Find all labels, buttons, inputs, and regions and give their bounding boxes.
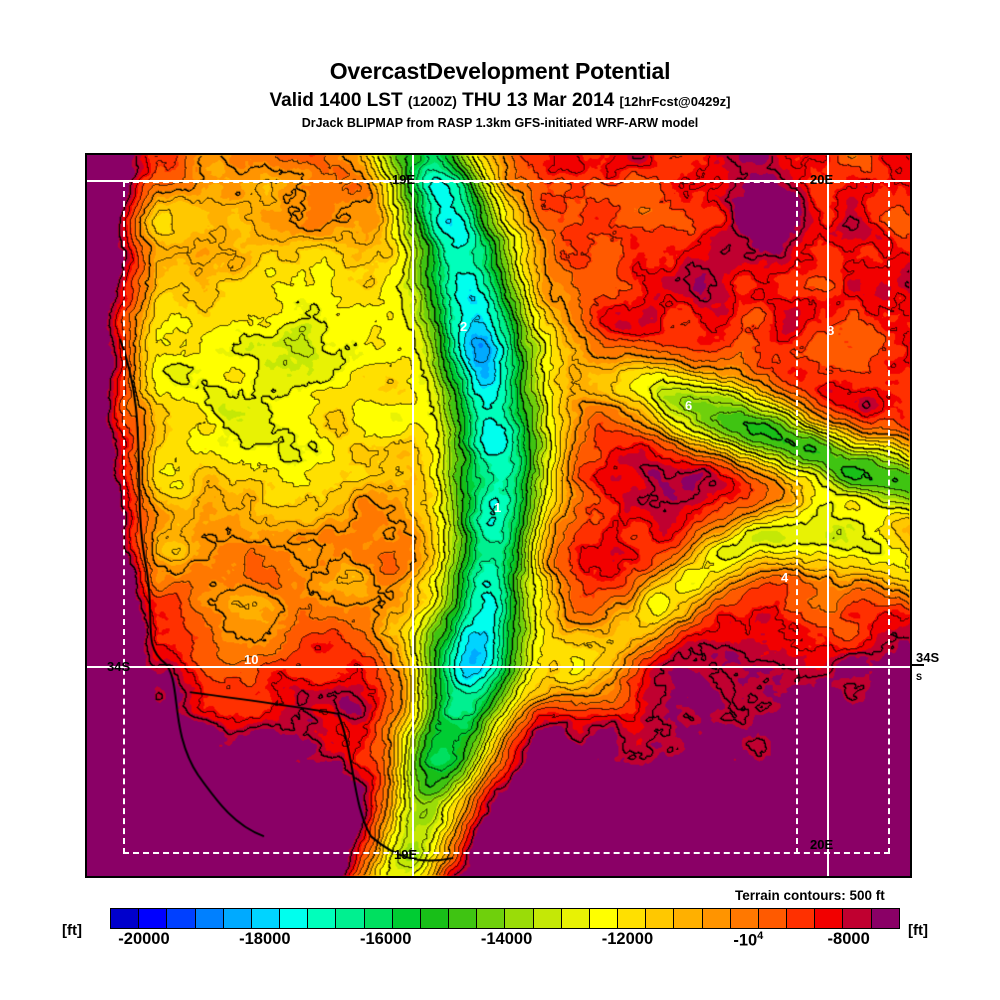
colorbar-units-left: [ft] [62, 922, 82, 939]
colorbar-cell-11 [420, 909, 450, 928]
label-lat-34s-right: 34S [916, 650, 940, 665]
colorbar-tick-4: -12000 [601, 930, 654, 948]
colorbar-cell-18 [618, 909, 647, 928]
colorbar-cell-10 [392, 909, 421, 928]
colorbar-cell-2 [167, 909, 196, 928]
colorbar-cell-22 [730, 909, 759, 928]
colorbar-tick-3: -14000 [480, 930, 533, 948]
colorbar-cell-1 [139, 909, 168, 928]
colorbar-cell-19 [646, 909, 675, 928]
colorbar-cell-16 [561, 909, 590, 928]
colorbar[interactable] [110, 908, 900, 929]
valid-time-utc: (1200Z) [407, 93, 457, 109]
valid-date: THU 13 Mar 2014 [462, 90, 615, 111]
forecast-tag: [12hrFcst@0429z] [619, 94, 731, 109]
colorbar-cell-15 [533, 909, 562, 928]
colorbar-tick-1: -18000 [239, 930, 291, 948]
colorbar-cell-0 [111, 909, 140, 928]
colorbar-cell-12 [449, 909, 478, 928]
colorbar-cell-24 [787, 909, 816, 928]
colorbar-cell-6 [280, 909, 309, 928]
colorbar-cell-4 [223, 909, 252, 928]
colorbar-cell-8 [336, 909, 365, 928]
colorbar-cell-26 [843, 909, 872, 928]
colorbar-cell-23 [758, 909, 788, 928]
lat-tick-right [912, 664, 924, 666]
colorbar-cell-13 [477, 909, 506, 928]
colorbar-cell-5 [251, 909, 281, 928]
colorbar-cell-7 [308, 909, 337, 928]
colorbar-cell-21 [702, 909, 731, 928]
colorbar-tick-0: -20000 [118, 930, 170, 948]
page-title: OvercastDevelopment Potential [329, 58, 671, 84]
colorbar-tick-6: -8000 [827, 930, 870, 948]
colorbar-cell-3 [195, 909, 224, 928]
forecast-map[interactable]: 19E 20E 19E 20E 34S 2 8 6 1 4 10 [85, 153, 912, 878]
colorbar-units-right: [ft] [908, 922, 928, 939]
colorbar-row: [ft] [ft] -20000 -18000 -16000 -14000 -12000… [0, 905, 1000, 955]
label-lat-34s-right-sub: S [916, 672, 923, 682]
colorbar-tick-2: -16000 [360, 930, 412, 948]
colorbar-tick-5: -104 [733, 930, 764, 950]
colorbar-cell-17 [589, 909, 619, 928]
terrain-contour-note: Terrain contours: 500 ft [735, 888, 885, 903]
valid-time-prefix: Valid 1400 LST [269, 90, 403, 111]
colorbar-cell-20 [674, 909, 703, 928]
colorbar-cell-14 [505, 909, 534, 928]
map-raster-field [87, 155, 910, 876]
colorbar-cell-25 [815, 909, 844, 928]
valid-time-line: Valid 1400 LST (1200Z) THU 13 Mar 2014 [… [0, 91, 1000, 110]
model-source-line: DrJack BLIPMAP from RASP 1.3km GFS-initi… [301, 116, 699, 130]
colorbar-cell-27 [871, 909, 899, 928]
colorbar-tick-labels: -20000 -18000 -16000 -14000 -12000 -104 -8000 [110, 930, 900, 956]
colorbar-cell-9 [364, 909, 393, 928]
title-block: OvercastDevelopment Potential Valid 1400… [0, 60, 1000, 130]
